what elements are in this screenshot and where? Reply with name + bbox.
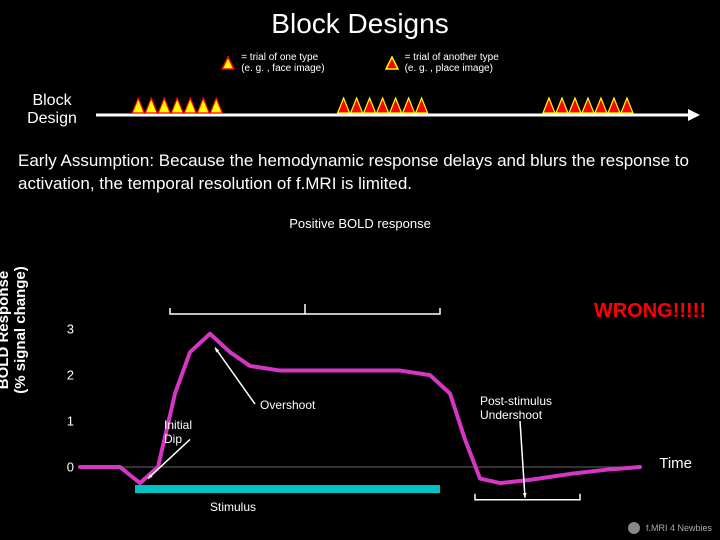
time-label: Time — [659, 455, 692, 472]
annotation-post_undershoot: Post-stimulus Undershoot — [480, 394, 552, 422]
block-design-label: Block Design — [16, 92, 88, 127]
legend-label-2: = trial of another type (e. g. , place i… — [405, 52, 499, 74]
timeline — [96, 92, 700, 128]
bold-chart: BOLD Response (% signal change) 0123 Ove… — [20, 320, 700, 510]
legend-label-1: = trial of one type (e. g. , face image) — [241, 52, 324, 74]
footer-logo: f.MRI 4 Newbies — [626, 520, 712, 536]
brain-icon — [626, 520, 642, 536]
annotation-initial_dip: Initial Dip — [164, 418, 192, 446]
assumption-text: Early Assumption: Because the hemodynami… — [0, 150, 720, 196]
y-tick: 1 — [64, 414, 74, 429]
positive-bold-label: Positive BOLD response — [0, 216, 720, 231]
triangle-icon — [385, 56, 399, 70]
stimulus-label: Stimulus — [210, 500, 256, 514]
y-tick: 3 — [64, 322, 74, 337]
block-design-row: Block Design — [0, 92, 720, 128]
legend-item-type1: = trial of one type (e. g. , face image) — [221, 52, 324, 74]
annotation-overshoot: Overshoot — [260, 398, 315, 412]
y-axis-label: BOLD Response (% signal change) — [0, 245, 29, 415]
y-tick: 2 — [64, 368, 74, 383]
slide-title: Block Designs — [0, 0, 720, 40]
y-tick: 0 — [64, 460, 74, 475]
plot-area — [80, 320, 640, 490]
legend-row: = trial of one type (e. g. , face image)… — [0, 52, 720, 74]
triangle-icon — [221, 56, 235, 70]
plot-svg — [80, 320, 640, 490]
legend-item-type2: = trial of another type (e. g. , place i… — [385, 52, 499, 74]
timeline-svg — [96, 92, 700, 128]
